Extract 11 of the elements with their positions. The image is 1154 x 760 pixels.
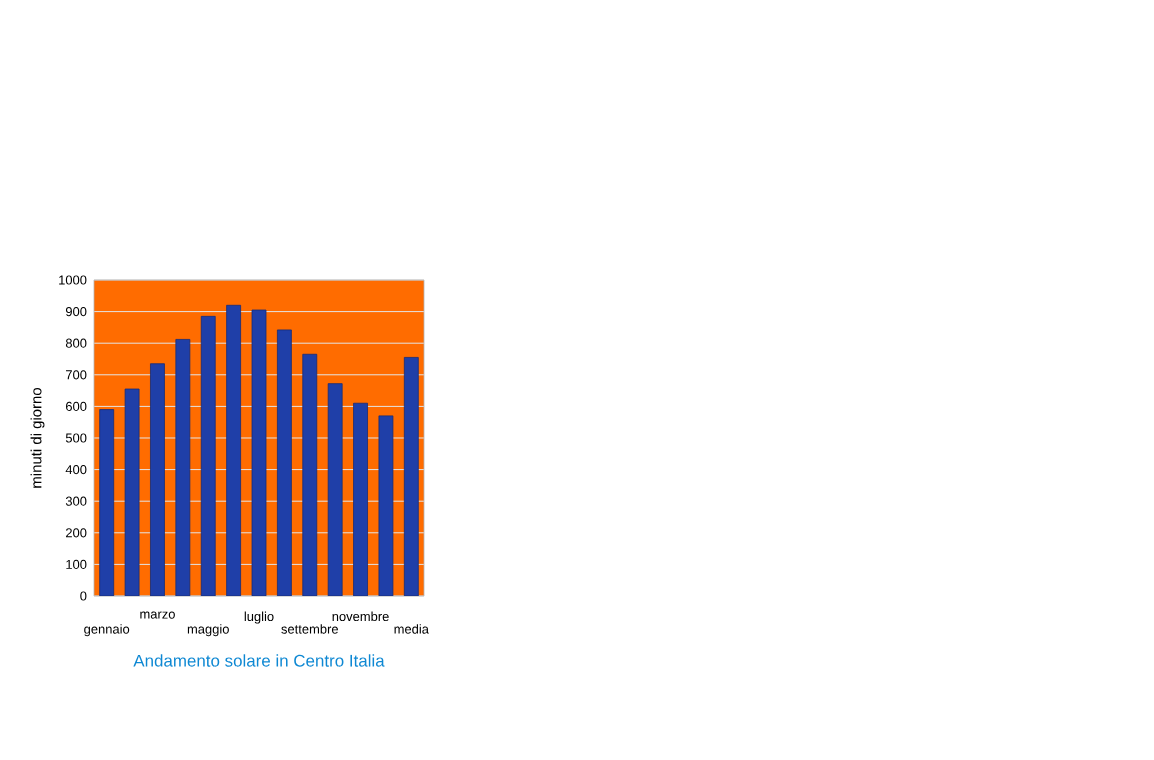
bar xyxy=(150,363,165,596)
bar xyxy=(226,304,242,596)
bar xyxy=(200,315,216,596)
bar xyxy=(175,339,191,596)
bar xyxy=(302,353,318,596)
bar xyxy=(276,329,292,596)
bar xyxy=(99,409,115,596)
text: Andamento solare in Centro Italia xyxy=(133,654,385,667)
bar xyxy=(403,357,419,596)
bar xyxy=(327,383,343,596)
bar xyxy=(353,402,368,596)
